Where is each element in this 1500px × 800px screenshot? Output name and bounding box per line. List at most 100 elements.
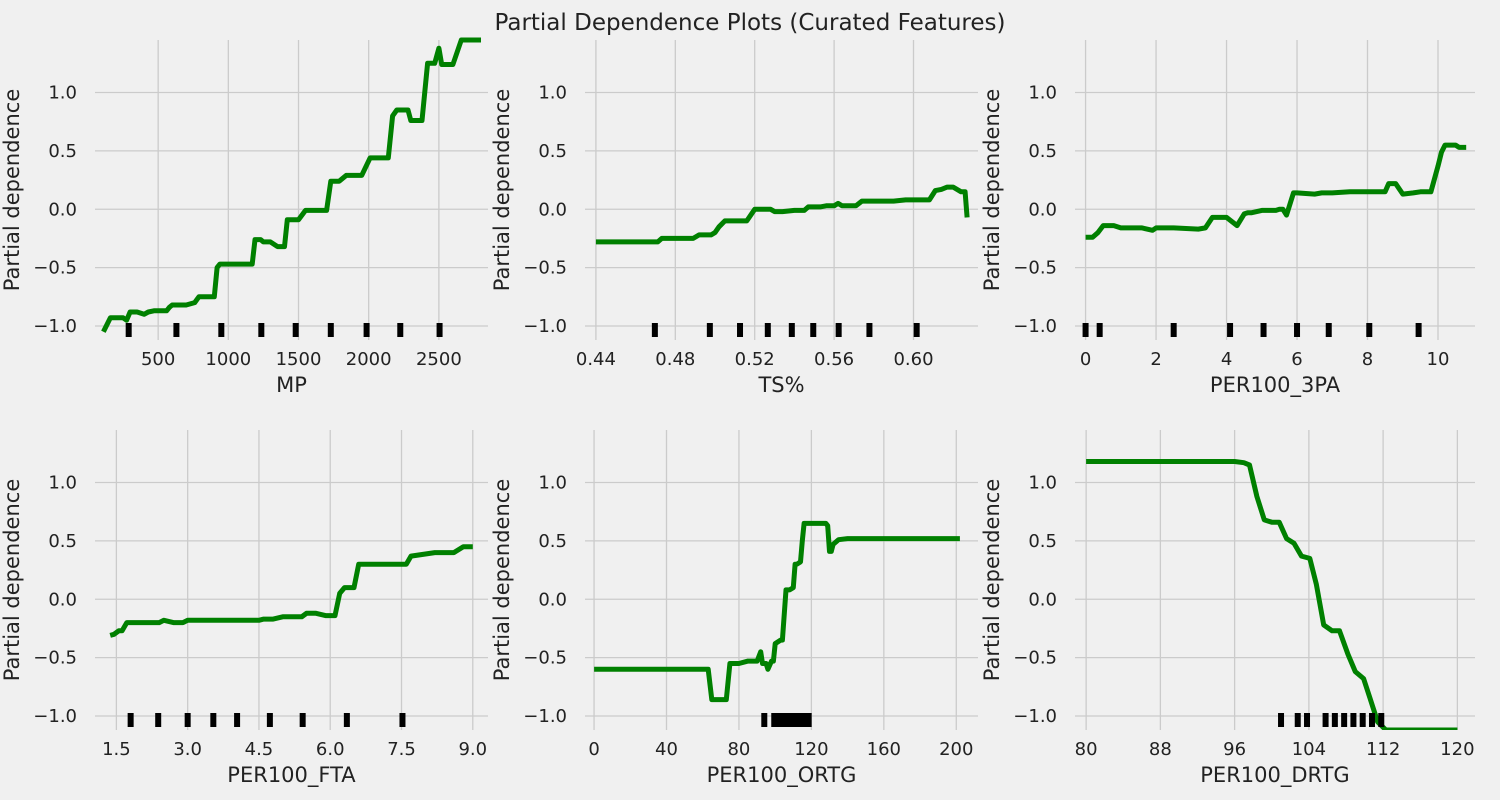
decile-rug-mark	[1170, 323, 1177, 337]
x-tick-label: 2500	[416, 349, 462, 370]
x-tick-label: 4	[1221, 349, 1232, 370]
decile-rug-mark	[173, 323, 180, 337]
y-tick-label: 0.0	[538, 199, 567, 220]
x-tick-label: 10	[1427, 349, 1450, 370]
decile-rug-mark	[218, 323, 225, 337]
x-axis-label: PER100_ORTG	[707, 763, 857, 788]
x-tick-label: 0.44	[576, 349, 616, 370]
y-tick-label: 1.0	[48, 473, 77, 494]
y-tick-label: 0.5	[1028, 531, 1057, 552]
decile-rug-mark	[184, 713, 191, 727]
decile-rug-mark	[1096, 323, 1103, 337]
subplot-2: 0.44 0.48 0.52 0.56 0.60 −1.0 −0.5 0.0 0.5 1.0 TS%…	[490, 40, 978, 397]
subplot-3: 0 2 4 6 8 10 −1.0 −0.5 0.0 0.5 1.0 PER100_3PA Partia…	[980, 40, 1475, 398]
y-tick-label: 1.0	[538, 473, 567, 494]
decile-rug-mark	[1082, 323, 1089, 337]
x-tick-label: 500	[141, 349, 175, 370]
y-tick-label: 0.0	[48, 199, 77, 220]
x-tick-label: 88	[1149, 739, 1172, 760]
decile-rug-mark	[1294, 713, 1301, 727]
x-axis-label: PER100_3PA	[1210, 373, 1341, 398]
x-tick-label: 80	[1075, 739, 1098, 760]
y-tick-label: 1.0	[1028, 83, 1057, 104]
y-tick-label: 0.5	[48, 531, 77, 552]
decile-rug-mark	[913, 323, 920, 337]
decile-rug-mark	[1294, 323, 1301, 337]
y-tick-label: 0.0	[1028, 199, 1057, 220]
decile-rug-mark	[651, 323, 658, 337]
x-tick-label: 120	[1440, 739, 1474, 760]
y-tick-label: 0.5	[1028, 141, 1057, 162]
x-tick-label: 80	[727, 739, 750, 760]
subplot-1: 500 1000 1500 2000 2500 −1.0 −0.5 0.0 0.5 1.0 MP Pa…	[0, 37, 488, 397]
decile-rug-mark	[737, 323, 744, 337]
decile-rug-mark	[127, 713, 134, 727]
x-tick-label: 160	[867, 739, 901, 760]
y-tick-label: −1.0	[33, 316, 77, 337]
x-tick-label: 2000	[346, 349, 392, 370]
decile-rug-mark	[1359, 713, 1366, 727]
pd-line	[1085, 142, 1467, 240]
x-tick-label: 3.0	[173, 739, 202, 760]
decile-rug-mark	[436, 323, 443, 337]
x-tick-label: 0.56	[814, 349, 854, 370]
y-axis-label: Partial dependence	[980, 479, 1004, 682]
decile-rug-mark	[1331, 713, 1338, 727]
decile-rug-mark	[399, 713, 406, 727]
pd-line	[101, 37, 481, 333]
decile-rug-mark	[810, 323, 817, 337]
decile-rug-mark	[155, 713, 162, 727]
x-tick-label: 0	[1080, 349, 1091, 370]
y-tick-label: 0.5	[538, 531, 567, 552]
decile-rug-mark	[775, 713, 782, 727]
decile-rug-mark	[1227, 323, 1234, 337]
decile-rug-mark	[292, 323, 299, 337]
y-tick-label: 1.0	[538, 83, 567, 104]
decile-rug-mark	[1366, 323, 1373, 337]
y-tick-label: 1.0	[1028, 473, 1057, 494]
y-tick-label: −0.5	[1013, 258, 1057, 279]
y-tick-label: 0.5	[538, 141, 567, 162]
decile-rug-mark	[1278, 713, 1285, 727]
decile-rug-mark	[258, 323, 265, 337]
decile-rug-mark	[1378, 713, 1385, 727]
x-axis-label: TS%	[757, 373, 804, 397]
x-tick-label: 7.5	[387, 739, 416, 760]
y-tick-label: 1.0	[48, 83, 77, 104]
decile-rug-mark	[866, 323, 873, 337]
x-tick-label: 0.48	[655, 349, 695, 370]
decile-rug-mark	[706, 323, 713, 337]
x-axis-label: PER100_DRTG	[1200, 763, 1349, 788]
y-axis-label: Partial dependence	[490, 479, 514, 682]
decile-rug-mark	[799, 713, 806, 727]
decile-rug-mark	[125, 323, 132, 337]
y-tick-label: −0.5	[523, 258, 567, 279]
y-tick-label: −0.5	[33, 258, 77, 279]
x-tick-label: 0	[588, 739, 599, 760]
pd-line	[109, 544, 473, 638]
x-tick-label: 40	[655, 739, 678, 760]
subplot-4: 1.5 3.0 4.5 6.0 7.5 9.0 −1.0 −0.5 0.0 0.5 1.0 PER10…	[0, 430, 488, 788]
x-tick-label: 4.5	[245, 739, 274, 760]
y-axis-label: Partial dependence	[980, 89, 1004, 292]
pd-line	[1086, 459, 1458, 730]
x-tick-label: 104	[1292, 739, 1326, 760]
x-tick-label: 1000	[205, 349, 251, 370]
decile-rug-mark	[1341, 713, 1348, 727]
decile-rug-mark	[1260, 323, 1267, 337]
chart-title: Partial Dependence Plots (Curated Featur…	[494, 10, 1006, 36]
x-tick-label: 2	[1150, 349, 1161, 370]
decile-rug-mark	[835, 323, 842, 337]
decile-rug-mark	[788, 323, 795, 337]
x-tick-label: 6	[1291, 349, 1302, 370]
decile-rug-mark	[1325, 323, 1332, 337]
y-tick-label: 0.0	[48, 589, 77, 610]
x-tick-label: 8	[1362, 349, 1373, 370]
x-tick-label: 0.52	[735, 349, 775, 370]
y-axis-label: Partial dependence	[0, 89, 24, 292]
x-tick-label: 9.0	[458, 739, 487, 760]
x-tick-label: 6.0	[316, 739, 345, 760]
decile-rug-mark	[397, 323, 404, 337]
decile-rug-mark	[1304, 713, 1311, 727]
